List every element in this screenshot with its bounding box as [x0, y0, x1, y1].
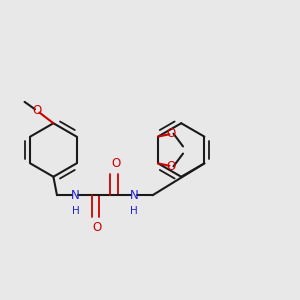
Text: O: O: [167, 160, 176, 173]
Text: N: N: [130, 189, 139, 202]
Text: H: H: [130, 206, 138, 217]
Text: O: O: [167, 127, 176, 140]
Text: O: O: [32, 104, 42, 117]
Text: H: H: [71, 206, 79, 217]
Text: O: O: [111, 157, 120, 169]
Text: N: N: [71, 189, 80, 202]
Text: O: O: [92, 221, 102, 234]
